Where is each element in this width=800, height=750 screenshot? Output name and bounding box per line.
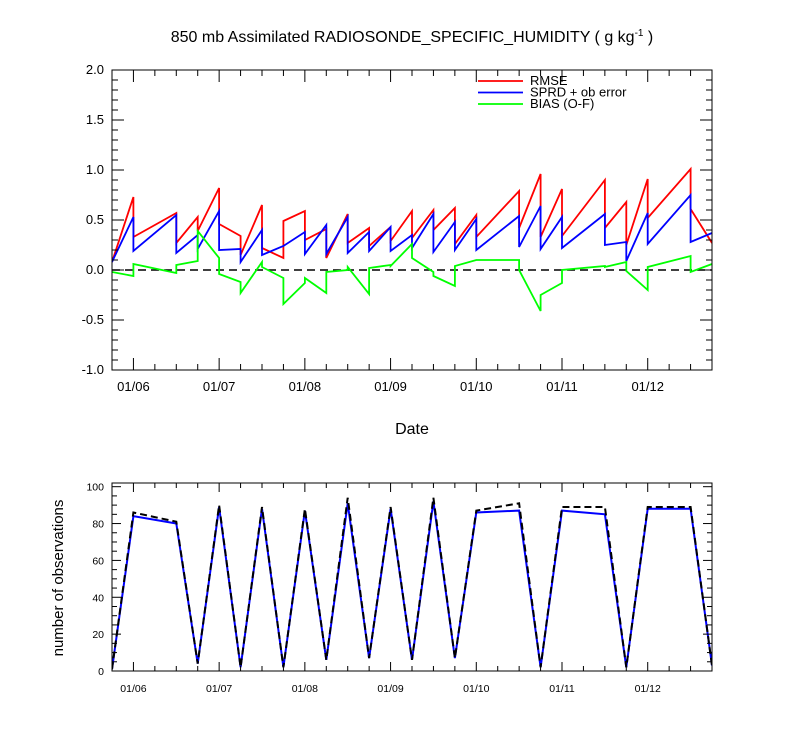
series-line-bias-o-f <box>112 228 712 312</box>
x-tick-label: 01/11 <box>549 683 575 695</box>
x-tick-label: 01/12 <box>635 683 661 695</box>
y-tick-label: 0.0 <box>86 262 104 277</box>
series-group <box>112 166 712 312</box>
y-tick-label: 80 <box>92 519 104 531</box>
top-panel: -1.0 -0.5 0.0 0.5 1.0 1.5 2.0 01/06 01/07 01/08 01… <box>82 62 713 394</box>
x-tick-label: 01/09 <box>374 379 407 394</box>
y-tick-label: -1.0 <box>82 362 104 377</box>
x-axis-label: Date <box>395 421 429 438</box>
x-tick-label: 01/07 <box>206 683 232 695</box>
y-tick-label: 0.5 <box>86 212 104 227</box>
x-tick-label: 01/06 <box>117 379 150 394</box>
series-line-observations-used <box>112 501 712 670</box>
x-tick-label: 01/12 <box>631 379 664 394</box>
y-axis-label: number of observations <box>50 500 67 657</box>
y-tick-label: 1.0 <box>86 162 104 177</box>
x-tick-label: 01/11 <box>546 379 578 394</box>
y-tick-label: 1.5 <box>86 112 104 127</box>
y-tick-label: 0 <box>98 666 104 678</box>
x-tick-label: 01/10 <box>463 683 489 695</box>
chart-title: 850 mb Assimilated RADIOSONDE_SPECIFIC_H… <box>171 28 654 46</box>
series-group <box>112 497 712 670</box>
series-line-sprd-ob-error <box>112 192 712 265</box>
y-tick-label: -0.5 <box>82 312 104 327</box>
x-tick-label: 01/10 <box>460 379 493 394</box>
y-tick-label: 40 <box>92 592 104 604</box>
legend-label: BIAS (O-F) <box>530 96 594 111</box>
legend-label: SPRD + ob error <box>530 85 627 100</box>
y-tick-label: 100 <box>86 482 104 494</box>
x-tick-label: 01/09 <box>377 683 403 695</box>
y-tick-label: 20 <box>92 629 104 641</box>
y-tick-label: 2.0 <box>86 62 104 77</box>
y-tick-label: 60 <box>92 555 104 567</box>
x-tick-label: 01/06 <box>120 683 146 695</box>
x-tick-label: 01/08 <box>292 683 318 695</box>
legend-label: RMSE <box>530 73 568 88</box>
x-tick-label: 01/07 <box>203 379 236 394</box>
series-line-observations-possible <box>112 497 712 670</box>
bottom-panel: 0 20 40 60 80 100 01/06 01/07 01/08 01/09 01/10 01/… <box>86 482 713 695</box>
x-tick-label: 01/08 <box>289 379 322 394</box>
